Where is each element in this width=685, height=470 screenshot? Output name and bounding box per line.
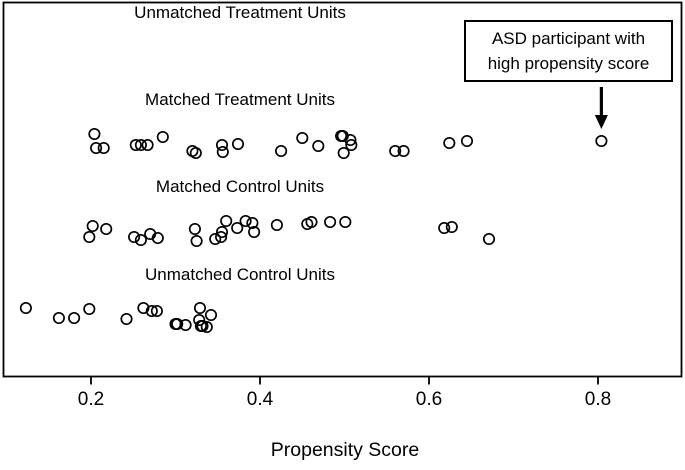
data-point bbox=[193, 301, 207, 315]
x-tick-label-0.4: 0.4 bbox=[246, 389, 274, 410]
group-label-matched-control: Matched Control Units bbox=[155, 177, 325, 196]
data-point bbox=[275, 144, 288, 158]
data-point bbox=[190, 234, 203, 248]
data-point bbox=[215, 225, 229, 239]
data-point bbox=[88, 127, 101, 141]
data-point bbox=[188, 222, 201, 236]
data-point bbox=[445, 220, 458, 234]
data-point bbox=[246, 216, 259, 230]
annotation-text-line2: high propensity score bbox=[487, 54, 650, 73]
data-point bbox=[204, 308, 218, 322]
data-point bbox=[129, 138, 142, 152]
data-point bbox=[482, 232, 496, 246]
data-point bbox=[83, 230, 96, 244]
group-label-matched-treatment: Matched Treatment Units bbox=[145, 90, 335, 109]
data-point bbox=[97, 141, 110, 155]
data-point bbox=[134, 138, 147, 152]
x-axis-title: Propensity Score bbox=[270, 439, 420, 461]
annotation-text-line1: ASD participant with bbox=[491, 28, 646, 48]
data-point bbox=[189, 146, 202, 160]
data-point bbox=[83, 302, 96, 316]
data-point bbox=[337, 146, 350, 160]
data-point bbox=[443, 136, 456, 150]
data-point bbox=[209, 232, 222, 246]
data-point bbox=[128, 230, 141, 244]
data-point bbox=[296, 131, 309, 145]
x-tick-label-0.6: 0.6 bbox=[415, 389, 443, 410]
group-label-unmatched-treatment: Unmatched Treatment Units bbox=[134, 3, 346, 22]
data-point bbox=[215, 230, 228, 244]
data-point bbox=[193, 313, 206, 327]
data-point bbox=[200, 320, 213, 334]
data-point bbox=[389, 144, 402, 158]
data-point bbox=[215, 138, 229, 152]
data-point bbox=[134, 233, 147, 247]
data-point bbox=[171, 317, 184, 331]
data-point bbox=[345, 138, 358, 152]
data-point bbox=[248, 225, 261, 239]
data-point bbox=[397, 144, 410, 158]
data-point bbox=[100, 222, 113, 236]
x-tick-label-0.2: 0.2 bbox=[77, 389, 105, 410]
group-label-unmatched-control: Unmatched Control Units bbox=[145, 265, 335, 284]
data-point bbox=[344, 133, 357, 147]
data-point bbox=[231, 137, 245, 151]
data-point bbox=[305, 215, 318, 229]
data-point bbox=[438, 221, 451, 235]
data-point bbox=[231, 221, 244, 235]
asd-participant-point bbox=[595, 134, 608, 148]
data-point bbox=[52, 311, 65, 325]
data-point bbox=[68, 311, 81, 325]
data-point bbox=[141, 138, 154, 152]
data-point bbox=[150, 304, 163, 318]
data-point bbox=[220, 214, 233, 228]
data-point bbox=[324, 215, 337, 229]
data-point bbox=[339, 215, 352, 229]
data-point bbox=[19, 301, 32, 315]
data-point bbox=[460, 134, 474, 148]
data-point bbox=[151, 231, 164, 245]
annotation-arrow-head bbox=[594, 115, 608, 129]
data-point bbox=[312, 139, 325, 153]
annotation-box: ASD participant with high propensity sco… bbox=[464, 20, 673, 82]
data-point bbox=[216, 145, 229, 159]
data-point bbox=[156, 130, 169, 144]
plot-border bbox=[2, 1, 683, 378]
x-tick-label-0.8: 0.8 bbox=[584, 389, 612, 410]
data-point bbox=[120, 312, 133, 326]
data-point bbox=[270, 218, 283, 232]
data-point bbox=[179, 318, 192, 332]
data-point bbox=[239, 214, 252, 228]
data-point bbox=[86, 219, 99, 233]
data-point bbox=[145, 304, 158, 318]
data-point bbox=[90, 141, 103, 155]
